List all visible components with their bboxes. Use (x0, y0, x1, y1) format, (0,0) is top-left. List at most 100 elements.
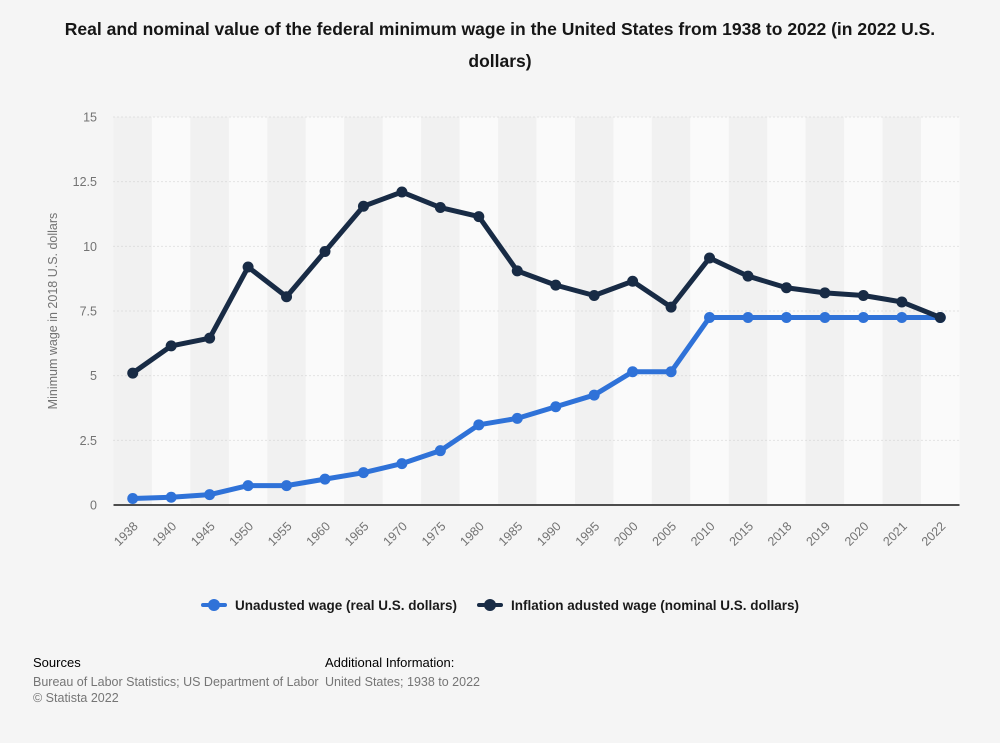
x-tick-label: 2010 (688, 519, 718, 549)
line-marker-icon (200, 599, 227, 612)
data-point-marker (550, 401, 562, 413)
data-point-marker (511, 265, 523, 277)
data-point-marker (204, 489, 216, 501)
plot-stripe (536, 117, 575, 505)
chart-title: Real and nominal value of the federal mi… (64, 19, 936, 71)
plot-stripe (267, 117, 306, 505)
data-point-marker (127, 367, 139, 379)
x-tick-label: 1970 (380, 519, 410, 549)
series-line (130, 189, 943, 376)
data-point-marker (319, 473, 331, 485)
legend-item-inflation-adjusted-wage[interactable]: Inflation adusted wage (nominal U.S. dol… (477, 598, 799, 613)
plot-stripe (844, 117, 883, 505)
x-tick-label: 1975 (419, 519, 449, 549)
additional-info-label: Additional Information: (325, 655, 455, 670)
legend-label: Unadusted wage (real U.S. dollars) (234, 597, 458, 613)
data-point-marker (704, 311, 716, 323)
x-tick-label: 1990 (534, 519, 564, 549)
x-tick-label: 1938 (111, 519, 141, 549)
x-tick-label: 1945 (188, 519, 218, 549)
data-point-marker (165, 340, 177, 352)
data-point-marker (281, 291, 293, 303)
y-tick-label: 2.5 (80, 434, 97, 448)
data-point-marker (780, 311, 792, 323)
sources-text: Bureau of Labor Statistics; US Departmen… (33, 675, 319, 689)
data-point-marker (319, 246, 331, 258)
data-point-marker (665, 366, 677, 378)
data-point-marker (780, 282, 792, 294)
x-tick-label: 2000 (611, 519, 641, 549)
plot-stripe (344, 117, 383, 505)
plot-stripe (613, 117, 652, 505)
data-point-marker (588, 389, 600, 401)
x-tick-label: 2021 (880, 519, 910, 549)
series-line (130, 314, 943, 502)
data-point-marker (742, 311, 754, 323)
x-tick-label: 2020 (842, 519, 872, 549)
x-tick-label: 1985 (496, 519, 526, 549)
data-point-marker (396, 458, 408, 470)
data-point-marker (242, 480, 254, 492)
y-tick-label: 15 (83, 111, 97, 125)
sources-label: Sources (33, 655, 81, 670)
plot-stripes (113, 117, 960, 505)
x-tick-label: 2005 (650, 519, 680, 549)
chart-legend: Unadusted wage (real U.S. dollars) Infla… (0, 588, 1000, 622)
y-axis-title: Minimum wage in 2018 U.S. dollars (46, 213, 60, 410)
data-point-marker (396, 186, 408, 198)
data-point-marker (242, 261, 254, 273)
line-marker-icon (477, 599, 504, 612)
series-unadjusted-wage (127, 311, 946, 505)
data-point-marker (627, 275, 639, 287)
data-point-marker (473, 211, 485, 223)
plot-stripe (459, 117, 499, 505)
additional-info-text: United States; 1938 to 2022 (325, 675, 480, 689)
data-point-marker (896, 296, 908, 308)
data-point-marker (588, 289, 600, 301)
series-inflation-adjusted-wage (127, 186, 946, 379)
x-tick-label: 1995 (573, 519, 603, 549)
legend-label: Inflation adusted wage (nominal U.S. dol… (511, 597, 800, 613)
data-point-marker (704, 252, 716, 264)
data-point-marker (473, 419, 485, 431)
data-point-marker (165, 491, 177, 503)
x-tick-label: 1965 (342, 519, 372, 549)
y-tick-label: 7.5 (80, 305, 97, 319)
data-point-marker (819, 311, 831, 323)
y-tick-label: 0 (90, 499, 97, 513)
x-tick-label: 1955 (265, 519, 295, 549)
data-point-marker (204, 332, 216, 344)
data-point-marker (434, 445, 446, 457)
data-point-marker (934, 311, 946, 323)
data-point-marker (357, 200, 369, 212)
data-point-marker (819, 287, 831, 299)
additional-info-block: Additional Information: United States; 1… (325, 655, 480, 690)
plot-stripe (228, 117, 268, 505)
data-point-marker (896, 311, 908, 323)
plot-stripe (728, 117, 768, 505)
data-point-marker (627, 366, 639, 378)
data-point-marker (857, 311, 869, 323)
y-tick-label: 10 (83, 240, 97, 254)
gridlines (113, 116, 960, 441)
x-tick-label: 1960 (304, 519, 334, 549)
x-tick-label: 1980 (457, 519, 487, 549)
data-point-marker (281, 480, 293, 492)
data-point-marker (742, 270, 754, 282)
copyright-text: © Statista 2022 (33, 691, 119, 705)
x-tick-label: 2018 (765, 519, 795, 549)
x-tick-label: 2019 (803, 519, 833, 549)
data-point-marker (857, 289, 869, 301)
sources-block: Sources Bureau of Labor Statistics; US D… (33, 655, 319, 706)
legend-item-unadjusted-wage[interactable]: Unadusted wage (real U.S. dollars) (200, 597, 458, 613)
data-point-marker (434, 202, 446, 214)
data-point-marker (357, 467, 369, 479)
x-tick-label: 1940 (150, 519, 180, 549)
plot-stripe (498, 117, 537, 505)
y-axis-labels: 0 2.5 5 7.5 10 12.5 15 (73, 111, 97, 513)
x-tick-label: 2022 (919, 519, 949, 549)
chart-canvas: 0 2.5 5 7.5 10 12.5 15 1938 1940 1945 1950 1955 1960… (46, 111, 960, 549)
data-point-marker (550, 279, 562, 291)
x-tick-label: 2015 (727, 519, 757, 549)
